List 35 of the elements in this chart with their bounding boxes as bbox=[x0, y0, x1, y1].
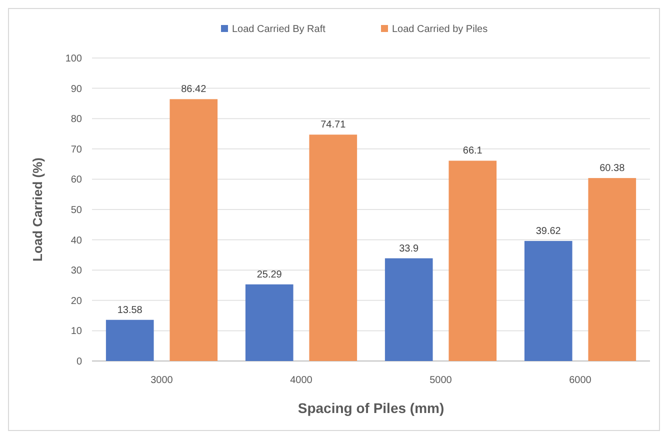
data-label: 33.9 bbox=[399, 243, 420, 254]
bar bbox=[448, 160, 497, 361]
y-axis-title: Load Carried (%) bbox=[30, 157, 45, 262]
x-tick-label: 4000 bbox=[290, 375, 313, 386]
y-tick-label: 50 bbox=[70, 205, 82, 216]
bar bbox=[106, 320, 154, 361]
x-tick-label: 6000 bbox=[569, 375, 592, 386]
y-tick-label: 60 bbox=[70, 174, 82, 186]
y-tick-label: 100 bbox=[65, 54, 82, 64]
y-tick-label: 70 bbox=[70, 144, 82, 156]
y-tick-label: 80 bbox=[70, 114, 82, 126]
data-label: 66.1 bbox=[462, 146, 483, 157]
bar bbox=[170, 99, 218, 361]
legend-label: Load Carried by Piles bbox=[392, 24, 488, 35]
y-tick-label: 20 bbox=[70, 296, 82, 307]
x-tick-label: 5000 bbox=[430, 375, 452, 386]
data-label: 25.29 bbox=[256, 269, 282, 280]
bar bbox=[309, 134, 358, 361]
data-label: 60.38 bbox=[600, 163, 626, 174]
y-tick-label: 10 bbox=[70, 326, 82, 338]
y-tick-label: 30 bbox=[70, 266, 82, 277]
bar bbox=[588, 178, 636, 361]
bar bbox=[245, 284, 294, 361]
x-axis-title: Spacing of Piles (mm) bbox=[298, 400, 444, 416]
data-label: 13.58 bbox=[117, 304, 143, 316]
legend-label: Load Carried By Raft bbox=[232, 24, 326, 35]
data-label: 86.42 bbox=[181, 84, 207, 96]
bar bbox=[524, 240, 572, 361]
data-label: 39.62 bbox=[536, 226, 562, 237]
y-tick-label: 0 bbox=[76, 356, 82, 368]
x-tick-label: 3000 bbox=[150, 375, 174, 386]
y-tick-label: 90 bbox=[70, 84, 82, 95]
bar bbox=[384, 258, 433, 361]
data-label: 74.71 bbox=[320, 120, 346, 131]
y-tick-label: 40 bbox=[70, 235, 82, 246]
